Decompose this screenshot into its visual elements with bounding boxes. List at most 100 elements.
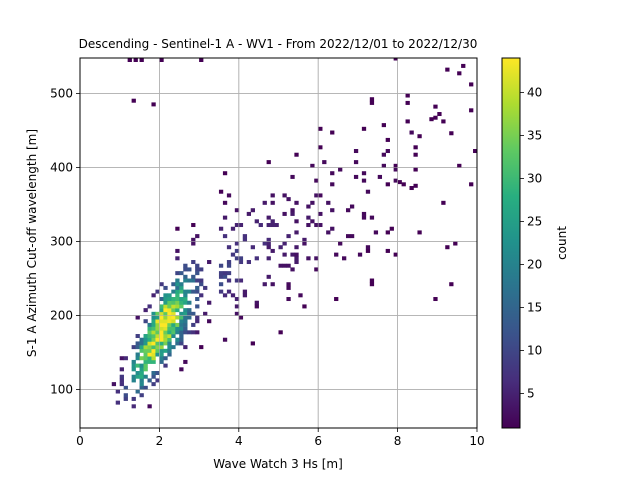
heatmap-cell [135,345,140,350]
heatmap-cell [159,352,164,357]
heatmap-cell [175,278,180,283]
heatmap-cell [143,367,148,372]
chart-title: Descending - Sentinel-1 A - WV1 - From 2… [79,37,478,51]
heatmap-cell [357,252,363,257]
heatmap-cell [139,378,144,383]
heatmap-cell [147,352,152,357]
heatmap-cell [218,271,224,276]
heatmap-cell [226,245,232,250]
heatmap-cell [242,237,248,242]
heatmap-cell [147,348,152,353]
heatmap-cell [163,337,168,342]
heatmap-cell [163,297,168,302]
heatmap-cell [159,297,164,302]
heatmap-cell [318,193,323,198]
heatmap-cell [163,293,168,298]
heatmap-cell [159,345,164,350]
heatmap-cell [175,293,180,298]
heatmap-cell [159,311,164,316]
heatmap-cell [199,58,204,62]
heatmap-cell [290,211,295,216]
heatmap-cell [191,237,196,242]
heatmap-cell [377,174,383,179]
heatmap-cell [159,304,164,309]
heatmap-cell [131,363,136,368]
heatmap-cell [222,293,228,298]
heatmap-cell [453,241,458,246]
heatmap-cell [159,322,164,327]
heatmap-cell [222,171,228,176]
heatmap-cell [131,345,136,350]
heatmap-cell [167,326,172,331]
heatmap-cell [139,393,144,398]
heatmap-cell [330,208,335,213]
heatmap-cell [139,337,144,342]
colorbar-tick-label-7: 40 [527,85,542,99]
heatmap-cell [262,241,267,246]
heatmap-cell [167,308,172,313]
heatmap-cell [179,311,184,316]
colorbar-tick-label-4: 25 [527,214,542,228]
heatmap-cell [175,289,180,294]
heatmap-cell [207,319,212,324]
heatmap-cell [123,356,128,361]
heatmap-cell [270,248,275,253]
heatmap-cell [175,226,180,231]
heatmap-cell [147,322,152,327]
heatmap-cell [127,58,132,62]
heatmap-cell [171,289,176,294]
heatmap-cell [242,289,248,294]
heatmap-cell [361,215,367,220]
heatmap-cell [151,330,156,335]
heatmap-cell [294,252,299,257]
x-tick-label-1: 2 [156,434,164,448]
heatmap-cell [294,219,299,224]
heatmap-cell [302,304,307,309]
heatmap-cell [135,374,140,379]
y-axis-ticks: 100 200 300 400 500 [50,87,80,397]
colorbar-tick-label-2: 15 [527,301,542,315]
heatmap-cell [338,167,343,172]
heatmap-cell [441,119,446,124]
heatmap-cell [163,300,168,305]
heatmap-cell [159,58,164,62]
heatmap-cell [286,234,291,239]
heatmap-cell [183,278,188,283]
heatmap-cell [469,182,474,187]
heatmap-cell [437,112,442,117]
x-tick-label-5: 10 [469,434,484,448]
heatmap-cell [310,163,315,168]
heatmap-cell [179,330,184,335]
heatmap-cell [318,223,323,228]
heatmap-cell [286,297,291,302]
heatmap-cell [179,285,184,290]
heatmap-cell [369,278,375,283]
heatmap-cell [349,234,355,239]
heatmap-cell [226,263,232,268]
heatmap-cell [226,278,232,283]
heatmap-cell [306,223,311,228]
heatmap-cell [171,315,176,320]
heatmap-cell [143,352,148,357]
heatmap-cell [449,282,454,287]
heatmap-cell [147,341,152,346]
heatmap-cell [361,171,367,176]
heatmap-cell [191,311,196,316]
colorbar-tick-label-5: 30 [527,171,542,185]
heatmap-cell [246,211,252,216]
heatmap-cell [175,337,180,342]
heatmap-cell [131,404,136,409]
heatmap-cell [226,271,232,276]
heatmap-cell [147,304,152,309]
heatmap-cell [278,263,283,268]
heatmap-cell [298,293,303,298]
heatmap-cell [234,241,240,246]
heatmap-cell [135,334,140,339]
heatmap-cell [143,385,148,390]
colorbar-tick-label-1: 10 [527,344,542,358]
heatmap-cell [218,189,224,194]
heatmap-cell [151,311,156,316]
heatmap-cell [171,322,176,327]
heatmap-cell [159,282,164,287]
heatmap-cell [139,367,144,372]
